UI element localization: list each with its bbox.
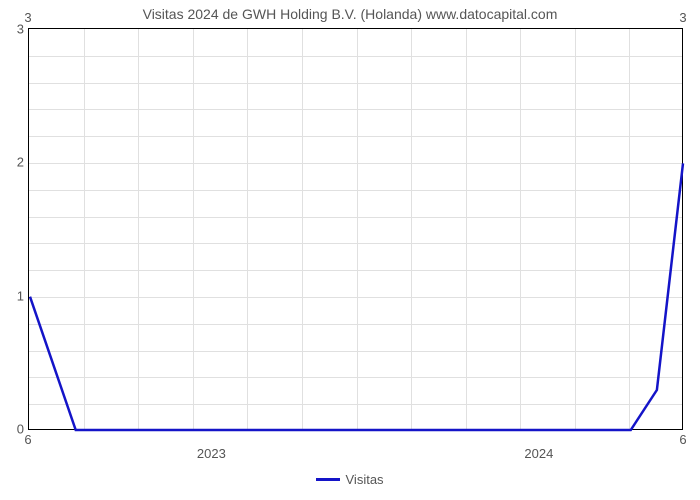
y-tick-label: 3 [4, 22, 24, 37]
visitas-chart: Visitas 2024 de GWH Holding B.V. (Holand… [0, 0, 700, 500]
legend: Visitas [316, 472, 384, 487]
x-bottom-major-label: 2024 [524, 446, 553, 461]
chart-title: Visitas 2024 de GWH Holding B.V. (Holand… [0, 6, 700, 22]
legend-label: Visitas [346, 472, 384, 487]
x-bottom-corner-label: 6 [679, 432, 686, 447]
y-tick-label: 2 [4, 155, 24, 170]
y-tick-label: 1 [4, 288, 24, 303]
x-top-corner-label: 3 [679, 10, 686, 25]
x-bottom-major-label: 2023 [197, 446, 226, 461]
series-svg [29, 29, 684, 431]
x-top-corner-label: 3 [24, 10, 31, 25]
plot-area [28, 28, 683, 430]
x-bottom-corner-label: 6 [24, 432, 31, 447]
legend-swatch [316, 478, 340, 481]
series-line [30, 163, 683, 430]
y-tick-label: 0 [4, 422, 24, 437]
